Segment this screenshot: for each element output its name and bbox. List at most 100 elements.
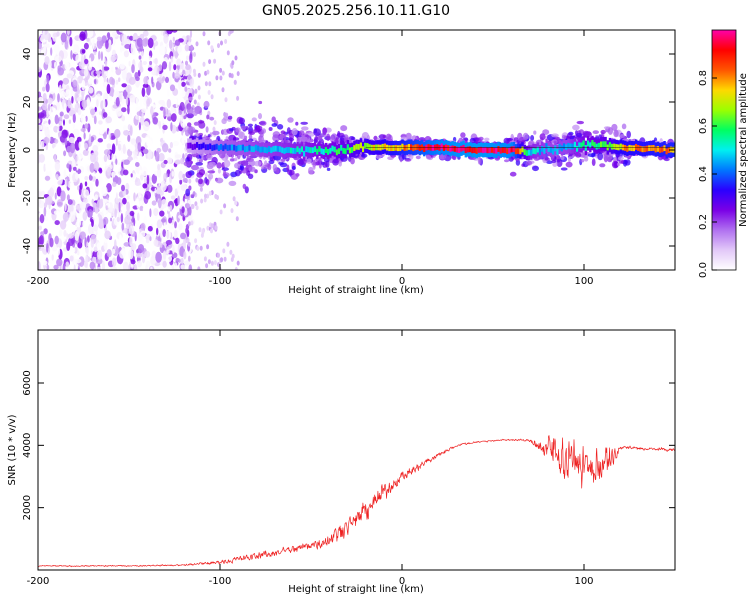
spectrogram-scatter-cell [283,133,287,142]
spectrogram-noise-cell [194,201,198,207]
spectrogram-noise-cell [119,249,126,259]
spectrogram-noise-cell [115,97,120,107]
spectrogram-noise-cell [54,192,57,200]
spectrogram-scatter-cell [188,185,192,191]
spectrogram-noise-cell [172,187,175,198]
spectrogram-scatter-cell [308,166,314,175]
spectrogram-noise-cell [124,215,131,225]
spectrogram-noise-cell [77,250,80,256]
spectrogram-noise-cell [53,264,59,270]
spectrogram-ridge-core [200,143,203,150]
spectrogram-noise-cell [194,238,198,244]
spectrogram-noise-cell [75,172,79,180]
spectrogram-noise-cell [219,75,223,81]
spectrogram-noise-cell [112,181,117,187]
spectrogram-noise-cell [171,30,178,33]
spectrogram-ridge-core [569,143,572,150]
spectrogram-noise-cell [88,78,93,85]
colorbar-tick-label: 0.8 [698,70,709,86]
spectrogram-scatter-cell [235,127,241,133]
spectrogram-ridge-core [416,144,419,150]
spectrogram-scatter-cell [186,106,194,115]
spectrogram-scatter-cell [216,162,222,169]
spectrogram-noise-cell [162,76,166,82]
spectrogram-ridge-core [364,142,367,149]
spectrogram-noise-cell [129,125,133,136]
spectrogram-noise-cell [143,76,149,85]
spectrogram-ridge-core [510,146,513,153]
spectrogram-marks [38,30,675,270]
spectrogram-ridge-core [663,145,666,152]
spectrogram-noise-cell [42,92,47,102]
spectrogram-noise-cell [123,129,130,136]
spectrogram-noise-cell [187,221,191,227]
spectrogram-noise-cell [217,262,220,268]
spectrogram-noise-cell [118,30,126,33]
spectrogram-noise-cell [180,157,184,165]
spectrogram-noise-cell [96,38,103,49]
spectrogram-noise-cell [154,187,157,194]
spectrogram-ridge-core [449,146,452,152]
spectrogram-scatter-cell [591,152,595,158]
spectrogram-noise-cell [58,84,62,94]
spectrogram-noise-cell [38,225,42,231]
spectrogram-noise-cell [89,182,93,193]
spectrogram-ridge-core [536,146,540,153]
spectrogram-noise-cell [41,260,48,266]
spectrogram-noise-cell [129,210,135,217]
spectrogram-noise-cell [130,43,136,55]
spectrogram-noise-cell [60,190,66,202]
spectrogram-noise-cell [72,79,78,88]
spectrogram-noise-cell [77,241,83,249]
spectrogram-noise-cell [204,193,207,199]
spectrogram-noise-cell [48,119,51,125]
spectrogram-y-tick-label: 20 [22,96,33,109]
spectrogram-noise-cell [49,187,54,198]
spectrogram-noise-cell [92,144,99,153]
spectrogram-noise-cell [106,83,111,95]
spectrogram-noise-cell [224,97,228,103]
spectrogram-noise-cell [108,130,111,141]
spectrogram-noise-cell [38,66,41,73]
spectrogram-noise-cell [85,115,88,122]
spectrogram-noise-cell [98,126,105,135]
spectrogram-noise-cell [195,41,199,47]
spectrogram-noise-cell [122,197,127,205]
spectrogram-noise-cell [67,97,71,109]
spectrogram-x-tick-label: -100 [209,276,232,287]
spectrogram-noise-cell [44,127,50,137]
spectrogram-noise-cell [167,255,172,262]
spectrogram-noise-cell [115,68,122,76]
spectrogram-noise-cell [64,61,70,71]
spectrogram-scatter-cell [223,169,227,177]
spectrogram-noise-cell [168,61,172,72]
spectrogram-noise-cell [215,75,219,81]
spectrogram-noise-cell [113,54,118,60]
spectrogram-ridge-core [366,143,369,149]
spectrogram-noise-cell [151,76,154,85]
spectrogram-noise-cell [80,128,87,132]
spectrogram-noise-cell [110,266,118,270]
spectrogram-scatter-cell [198,178,203,185]
spectrogram-ridge-core [191,144,194,150]
spectrogram-scatter-cell [329,135,334,143]
spectrogram-noise-cell [175,237,180,245]
spectrogram-noise-cell [202,31,206,37]
spectrogram-noise-cell [122,169,129,176]
spectrogram-noise-cell [155,251,162,263]
spectrogram-noise-cell [204,70,208,76]
spectrogram-ridge-core [523,149,526,155]
spectrogram-noise-cell [134,264,138,270]
spectrogram-noise-cell [121,107,127,113]
spectrogram-noise-cell [162,143,169,153]
spectrogram-scatter-cell [185,171,192,179]
spectrogram-noise-cell [185,60,188,66]
spectrogram-noise-cell [130,173,133,178]
spectrogram-ridge-core [331,145,334,152]
spectrogram-scatter-cell [326,167,331,171]
spectrogram-noise-cell [139,66,144,73]
spectrogram-noise-cell [102,216,109,225]
spectrogram-ridge-core [659,147,662,153]
spectrogram-noise-cell [118,77,121,82]
spectrogram-ridge-core [521,146,524,153]
